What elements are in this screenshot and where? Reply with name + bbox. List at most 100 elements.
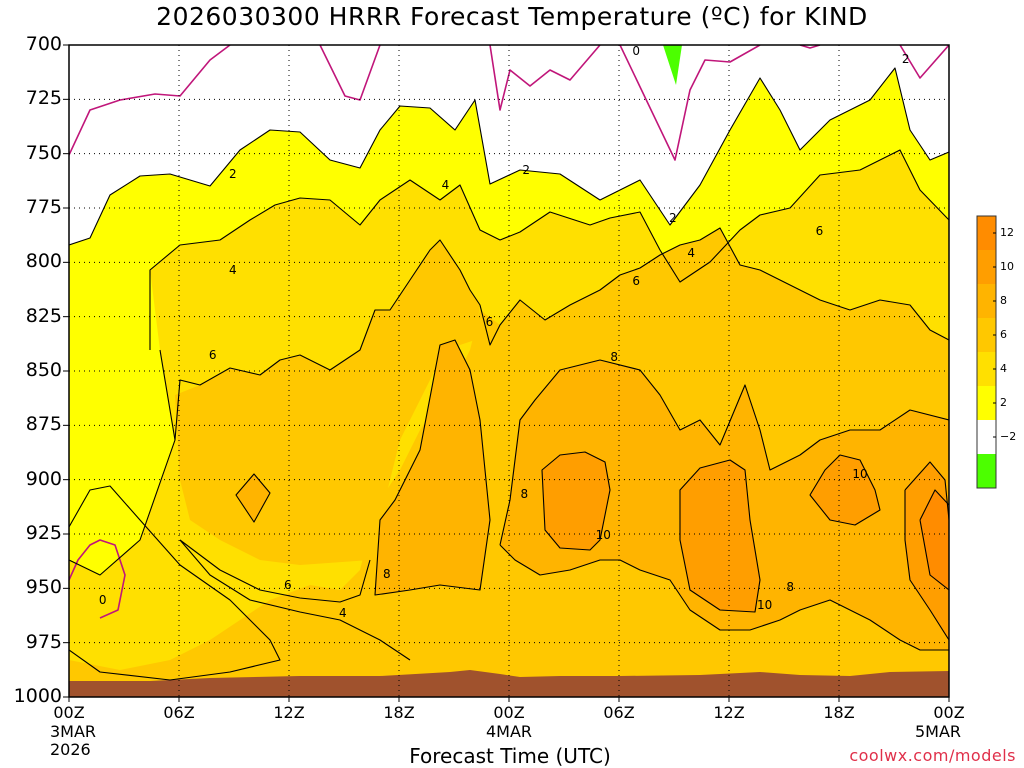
chart-title: 2026030300 HRRR Forecast Temperature (ºC… xyxy=(156,2,868,31)
contour-0-end xyxy=(899,45,949,79)
contour-value-label: 6 xyxy=(485,315,494,330)
y-tick-label: 1000 xyxy=(13,685,62,707)
contour-value-label: 2 xyxy=(901,52,910,67)
y-tick-label: 800 xyxy=(25,250,62,273)
contour-0-lower xyxy=(69,539,126,619)
contour-value-label: 4 xyxy=(687,245,695,260)
contour-lines xyxy=(69,45,949,681)
x-tick-label: 12Z xyxy=(273,703,305,722)
contour-4 xyxy=(149,149,949,350)
contour-value-label: 10 xyxy=(757,597,773,612)
colorbar-band-1 xyxy=(977,250,996,284)
x-axis-title: Forecast Time (UTC) xyxy=(409,744,611,768)
contour-6 xyxy=(174,227,949,441)
contour-2 xyxy=(69,67,949,246)
contour-value-label: 6 xyxy=(815,223,824,238)
contour-0-tail xyxy=(799,45,821,49)
colorbar-band-7 xyxy=(977,454,996,488)
y-tick-label: 925 xyxy=(25,522,62,544)
colorbar-frame xyxy=(976,215,997,489)
contour-10-a xyxy=(541,451,611,551)
y-tick-label: 950 xyxy=(25,576,62,599)
colorbar-label: 6 xyxy=(1000,328,1007,341)
colorbar-band-3 xyxy=(977,318,996,352)
x-tick-label: 18Z xyxy=(823,703,855,722)
contour-value-label: 8 xyxy=(786,580,794,595)
colorbar-label: 2 xyxy=(1000,396,1007,409)
contour-value-label: 2 xyxy=(229,167,237,182)
contour-value-label: 4 xyxy=(441,178,450,193)
contour-value-label: 8 xyxy=(520,486,529,501)
x-tick-label: 12Z xyxy=(713,703,745,722)
contour-value-label: 10 xyxy=(595,528,611,543)
y-tick-label: 850 xyxy=(25,359,62,381)
x-tick-label: 00Z xyxy=(493,703,525,722)
contour-value-label: 2 xyxy=(522,163,530,178)
x-tick-date: 5MAR xyxy=(914,722,961,741)
colorbar-band-6 xyxy=(977,420,996,454)
contour-12 xyxy=(919,489,949,591)
fill-8-to-10-c xyxy=(236,474,270,522)
x-tick-label: 00Z xyxy=(53,703,85,722)
contour-8-a xyxy=(374,339,491,596)
contour-value-label: 6 xyxy=(284,578,292,593)
colorbar xyxy=(976,215,997,489)
x-tick-year: 2026 xyxy=(50,740,91,759)
y-tick-label: 775 xyxy=(25,196,62,218)
contour-2-lower xyxy=(69,485,281,681)
contour-value-label: 6 xyxy=(632,273,640,288)
colorbar-band-0 xyxy=(977,216,996,250)
colorbar-label: 4 xyxy=(1000,362,1007,375)
contour-0-dip xyxy=(619,45,761,161)
x-tick-label: 18Z xyxy=(383,703,415,722)
colorbar-label: 10 xyxy=(1000,260,1014,273)
contour-0-mid xyxy=(319,45,381,101)
x-tick-label: 06Z xyxy=(603,703,635,722)
y-tick-label: 700 xyxy=(25,33,62,55)
contour-6-lower xyxy=(179,539,371,603)
axis-ticks xyxy=(63,44,950,702)
y-tick-label: 825 xyxy=(25,304,62,327)
x-tick-date: 4MAR xyxy=(485,722,533,741)
colorbar-band-5 xyxy=(977,386,996,420)
x-tick-date: 3MAR xyxy=(50,722,97,741)
colorbar-label: 12 xyxy=(1000,226,1014,239)
fill-10-to-12-b xyxy=(680,460,760,612)
y-tick-label: 725 xyxy=(25,87,62,110)
colorbar-band-2 xyxy=(977,284,996,318)
y-tick-label: 875 xyxy=(25,413,62,436)
contour-value-label: 6 xyxy=(208,347,217,362)
colorbar-label: −2 xyxy=(1000,430,1017,443)
y-tick-label: 750 xyxy=(25,141,62,164)
fill-10-to-12-c xyxy=(810,455,880,525)
contour-value-label: 4 xyxy=(339,606,347,621)
contour-8-c xyxy=(499,544,949,651)
x-tick-label: 06Z xyxy=(163,703,195,722)
contour-value-label: 10 xyxy=(852,467,868,482)
y-tick-label: 975 xyxy=(25,630,62,653)
credit-link[interactable]: coolwx.com/models xyxy=(849,746,1016,765)
x-tick-label: 00Z xyxy=(933,703,965,722)
contour-10-b xyxy=(679,459,761,613)
fill-below-minus2 xyxy=(663,45,682,85)
contour-0-right xyxy=(489,45,601,111)
contour-value-label: 4 xyxy=(229,263,237,278)
contour-value-label: 0 xyxy=(632,43,640,58)
contour-0-left xyxy=(69,45,231,156)
contour-value-label: 0 xyxy=(98,593,107,608)
contour-value-label: 2 xyxy=(669,210,677,225)
contour-value-label: 8 xyxy=(610,349,618,364)
fill-8-to-10-a xyxy=(375,340,490,595)
contour-10-d xyxy=(904,461,949,641)
colorbar-label: 8 xyxy=(1000,294,1007,307)
contour-4-lower xyxy=(179,539,411,661)
contour-8-b xyxy=(499,359,949,546)
contour-8-small xyxy=(235,473,271,523)
colorbar-band-4 xyxy=(977,352,996,386)
contour-10-c xyxy=(809,454,881,526)
y-tick-label: 900 xyxy=(25,467,62,490)
fill-10-to-12-a xyxy=(542,452,610,550)
grid-lines xyxy=(68,45,950,697)
fill-above-12 xyxy=(920,490,949,590)
